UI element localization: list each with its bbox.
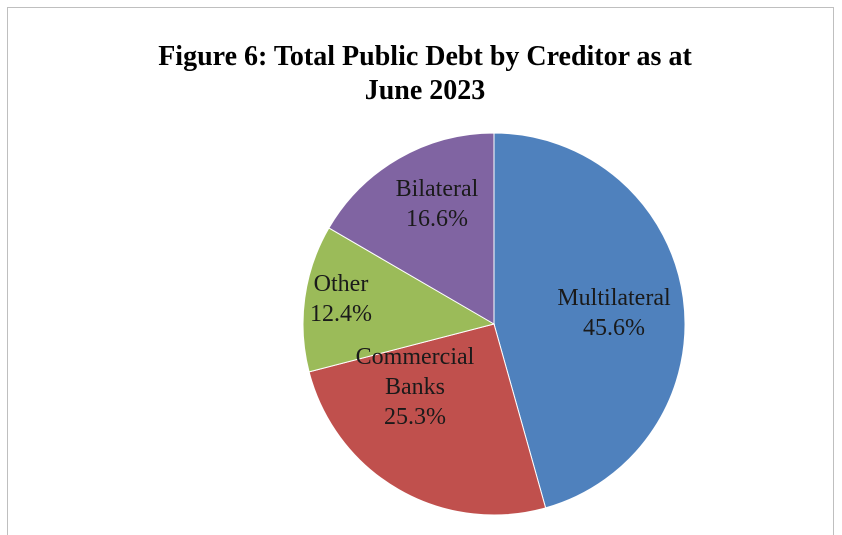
data-label-name-commercial-banks: Commercial	[356, 344, 475, 370]
pie-slice-multilateral	[493, 132, 686, 509]
data-label-value-multilateral: 45.6%	[583, 315, 645, 341]
data-label-name-bilateral: Bilateral	[396, 176, 479, 202]
data-label-bilateral: Bilateral 16.6%	[396, 176, 479, 232]
data-label-name-commercial-banks: Banks	[385, 374, 445, 400]
data-label-multilateral: Multilateral 45.6%	[557, 285, 671, 341]
data-label-commercial-banks: Commercial Banks 25.3%	[356, 344, 475, 430]
pie-slice-commercial-banks	[308, 323, 547, 516]
chart-title-line-1: Figure 6: Total Public Debt by Creditor …	[158, 41, 692, 72]
chart-title-line-2: June 2023	[364, 75, 486, 106]
pie-slice-bilateral	[328, 132, 495, 325]
data-label-value-commercial-banks: 25.3%	[384, 404, 446, 430]
chart-title: Figure 6: Total Public Debt by Creditor …	[70, 40, 780, 108]
data-label-value-other: 12.4%	[310, 301, 372, 327]
data-label-name-other: Other	[314, 271, 369, 297]
data-label-other: Other 12.4%	[310, 271, 372, 327]
chart-frame	[7, 7, 834, 535]
data-label-value-bilateral: 16.6%	[406, 206, 468, 232]
pie-slice-other	[302, 227, 496, 373]
data-label-name-multilateral: Multilateral	[557, 285, 671, 311]
